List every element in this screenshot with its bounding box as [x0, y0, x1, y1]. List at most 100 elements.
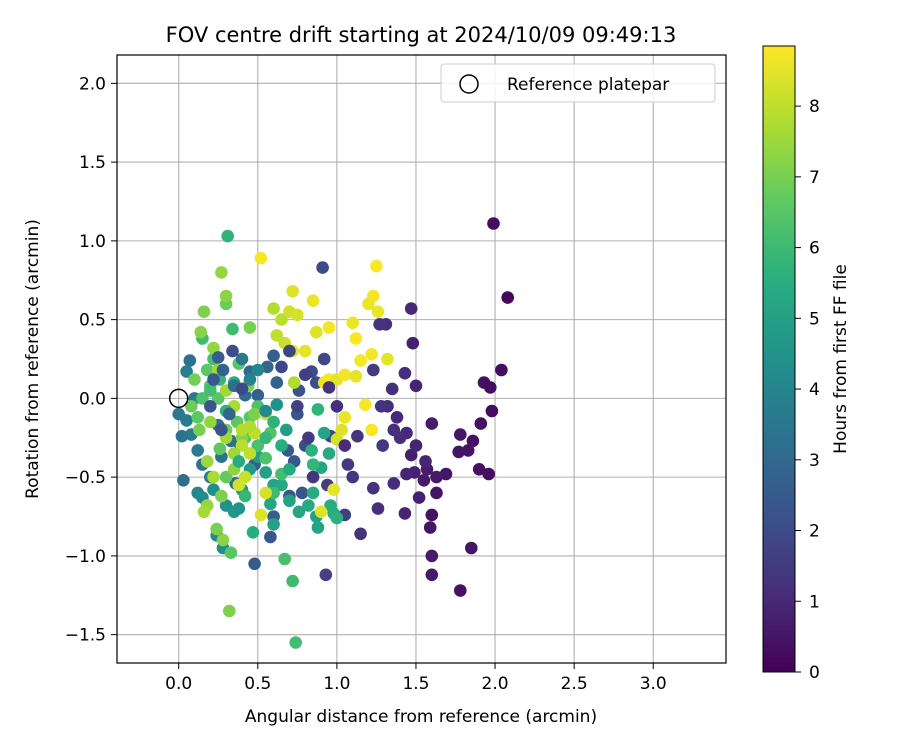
data-point — [439, 467, 453, 481]
data-point — [243, 321, 257, 334]
data-point — [235, 439, 249, 452]
data-point — [381, 352, 394, 366]
x-tick-label: 3.0 — [640, 674, 667, 694]
x-axis-ticks: 0.0 0.5 1.0 1.5 2.0 2.5 3.0 — [165, 663, 667, 694]
data-point — [298, 344, 312, 358]
data-point — [306, 486, 320, 500]
data-point — [374, 400, 388, 413]
y-tick-label: −0.5 — [65, 468, 106, 488]
data-point — [341, 458, 355, 471]
data-point — [385, 382, 399, 396]
data-point — [425, 568, 439, 582]
data-point — [314, 505, 328, 519]
x-tick-label: 2.0 — [482, 674, 509, 694]
data-point — [259, 404, 273, 418]
data-point — [211, 392, 225, 405]
data-point — [216, 363, 230, 377]
data-point — [191, 444, 204, 457]
data-point — [330, 511, 344, 525]
data-point — [295, 486, 309, 500]
y-axis-label: Rotation from reference (arcmin) — [23, 219, 43, 499]
data-point — [322, 381, 336, 394]
colorbar-tick-label: 7 — [809, 168, 820, 188]
data-point — [376, 439, 390, 452]
data-point — [302, 431, 315, 445]
data-point — [280, 423, 293, 437]
data-point — [210, 522, 223, 536]
data-point — [275, 439, 288, 452]
data-point — [254, 251, 268, 265]
data-point — [367, 481, 380, 495]
plot-frame — [116, 54, 727, 664]
data-point — [196, 392, 209, 405]
data-point — [226, 322, 239, 336]
data-point — [291, 308, 304, 322]
legend-box — [440, 63, 716, 103]
data-point — [365, 348, 379, 361]
data-point — [267, 349, 280, 363]
data-point — [259, 451, 273, 465]
data-point — [373, 318, 386, 331]
data-point — [485, 404, 499, 418]
y-tick-label: 1.0 — [79, 232, 106, 252]
data-point — [246, 526, 260, 539]
data-point — [338, 411, 352, 424]
data-point — [398, 366, 412, 380]
chart-title: FOV centre drift starting at 2024/10/09 … — [166, 23, 677, 47]
data-point — [270, 398, 284, 412]
data-point — [264, 497, 277, 511]
data-point — [259, 486, 273, 500]
data-point — [306, 470, 320, 484]
data-point — [200, 455, 214, 468]
data-point — [243, 373, 257, 386]
data-point — [248, 557, 261, 571]
data-point — [235, 352, 249, 366]
legend: Reference platepar — [440, 63, 716, 103]
data-point — [409, 439, 423, 452]
colorbar-tick-label: 8 — [809, 97, 820, 117]
data-point — [183, 354, 197, 367]
y-tick-label: −1.0 — [65, 547, 106, 567]
data-point — [430, 470, 443, 484]
colorbar-tick-label: 3 — [809, 451, 820, 471]
data-point — [324, 499, 337, 512]
data-point — [197, 305, 211, 319]
data-point — [251, 363, 265, 377]
data-point — [351, 429, 364, 443]
data-point — [306, 294, 320, 308]
data-point — [251, 388, 265, 402]
data-point — [213, 442, 227, 456]
data-point — [298, 368, 312, 382]
data-point — [216, 533, 230, 547]
legend-reference-marker-icon — [459, 74, 479, 94]
data-point — [215, 423, 228, 437]
data-point — [335, 423, 348, 437]
data-point — [454, 584, 467, 597]
data-point — [404, 302, 418, 315]
x-tick-label: 1.0 — [323, 674, 350, 694]
data-point — [327, 483, 341, 497]
data-point — [472, 463, 486, 476]
data-point — [283, 463, 296, 476]
data-point — [474, 417, 488, 430]
data-point — [390, 411, 404, 424]
data-point — [398, 507, 412, 520]
data-point — [417, 474, 431, 487]
data-point — [454, 428, 467, 441]
data-point — [412, 491, 426, 504]
data-point — [243, 447, 257, 460]
colorbar-tick-label: 4 — [809, 380, 820, 400]
data-point — [338, 439, 352, 452]
data-point — [211, 351, 225, 364]
y-axis-ticks: −1.5 −1.0 −0.5 0.0 0.5 1.0 1.5 2.0 — [65, 74, 117, 646]
reference-platepar-marker — [168, 388, 189, 409]
data-point — [175, 429, 189, 443]
data-point — [387, 423, 401, 437]
data-point — [267, 518, 280, 531]
data-point — [501, 291, 514, 304]
y-tick-label: 0.5 — [79, 311, 106, 331]
data-point — [306, 458, 320, 471]
data-point — [310, 325, 323, 339]
data-point — [423, 521, 437, 534]
